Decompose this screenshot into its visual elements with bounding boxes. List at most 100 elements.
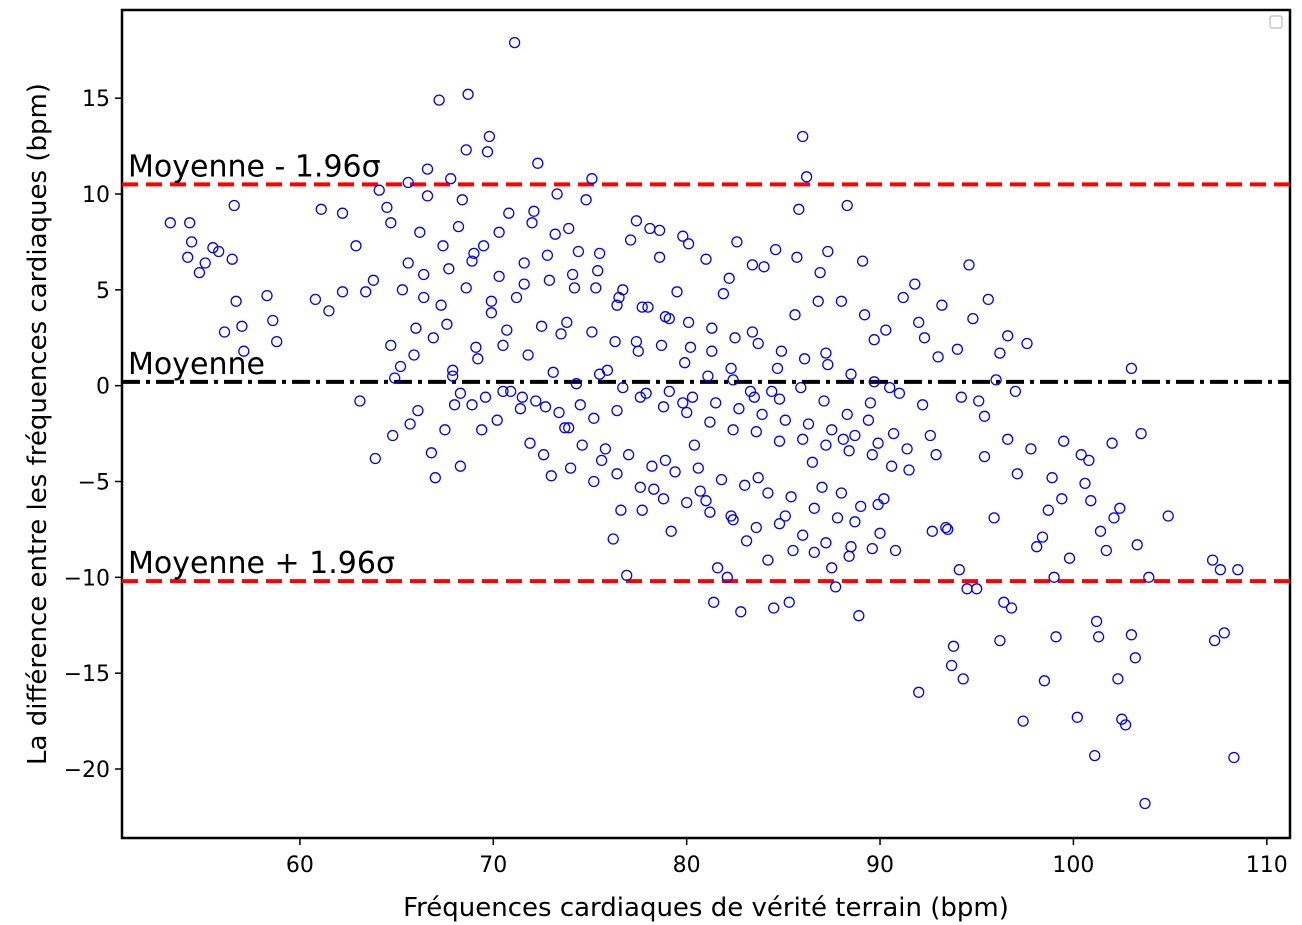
data-point-154 (978, 450, 991, 463)
data-point-293 (576, 439, 588, 451)
data-point-10 (226, 253, 238, 265)
data-point-290 (505, 385, 517, 398)
data-point-298 (692, 462, 704, 474)
data-point-187 (1162, 510, 1174, 522)
data-point-62 (508, 36, 521, 49)
data-point-157 (994, 347, 1006, 359)
data-point-268 (887, 427, 900, 440)
data-point-303 (808, 502, 820, 514)
data-point-82 (607, 533, 619, 545)
data-point-15 (271, 335, 283, 348)
data-point-97 (688, 439, 701, 451)
data-point-350 (1085, 495, 1097, 507)
data-point-316 (636, 301, 648, 313)
data-point-211 (766, 385, 778, 398)
data-point-310 (493, 270, 505, 283)
data-point-236 (611, 404, 623, 417)
data-point-359 (835, 295, 848, 307)
data-point-52 (462, 88, 474, 100)
data-point-354 (1009, 385, 1022, 398)
data-point-299 (715, 473, 728, 486)
data-point-348 (1046, 472, 1058, 484)
data-point-255 (586, 326, 598, 338)
x-tick-label-3: 90 (866, 853, 894, 878)
data-point-36 (404, 418, 416, 430)
data-point-86 (624, 234, 637, 246)
data-point-221 (549, 228, 561, 240)
data-point-39 (421, 163, 434, 175)
data-point-140 (913, 686, 925, 698)
data-point-302 (785, 491, 797, 503)
data-point-320 (729, 332, 741, 344)
data-point-78 (586, 173, 598, 185)
data-point-224 (477, 240, 490, 252)
data-point-301 (762, 487, 774, 499)
data-point-72 (555, 328, 567, 340)
data-point-305 (855, 500, 867, 513)
data-point-200 (971, 583, 983, 595)
data-point-201 (940, 521, 952, 534)
data-point-185 (1139, 797, 1151, 810)
data-point-183 (1129, 652, 1141, 664)
data-point-50 (454, 460, 467, 472)
data-point-162 (1017, 715, 1029, 727)
data-point-184 (1135, 427, 1147, 440)
data-point-58 (485, 295, 498, 307)
data-point-161 (1011, 468, 1023, 480)
data-point-141 (918, 332, 931, 344)
data-point-138 (903, 464, 915, 476)
data-point-226 (421, 190, 434, 202)
data-point-208 (820, 347, 832, 359)
data-point-46 (445, 173, 457, 185)
data-point-318 (682, 316, 695, 329)
data-point-263 (771, 362, 784, 375)
data-point-115 (783, 596, 795, 608)
data-point-366 (677, 230, 689, 242)
data-point-331 (611, 468, 623, 480)
data-point-207 (837, 433, 849, 445)
data-point-362 (769, 243, 782, 256)
data-point-11 (228, 199, 240, 212)
data-point-269 (447, 364, 459, 376)
data-point-131 (862, 414, 875, 426)
data-point-258 (655, 339, 668, 352)
data-point-147 (945, 659, 958, 672)
data-point-14 (261, 289, 273, 302)
data-point-334 (681, 496, 693, 509)
data-point-249 (435, 299, 447, 311)
data-point-139 (909, 278, 921, 290)
data-point-326 (868, 376, 880, 388)
data-point-223 (503, 207, 515, 219)
data-point-352 (1131, 539, 1143, 551)
data-point-112 (768, 602, 780, 614)
data-point-106 (735, 606, 747, 618)
data-point-124 (826, 562, 838, 574)
data-point-357 (880, 324, 892, 336)
data-point-179 (1116, 713, 1128, 725)
data-point-218 (617, 284, 629, 296)
data-point-13 (238, 345, 250, 357)
data-point-250 (460, 282, 472, 294)
data-point-202 (926, 525, 938, 537)
data-point-313 (566, 268, 579, 281)
data-point-121 (812, 295, 824, 307)
data-point-271 (497, 339, 509, 352)
x-axis-ticks: 60 70 80 90 100 110 (286, 838, 1288, 878)
data-point-253 (535, 320, 548, 332)
data-point-143 (930, 449, 942, 461)
data-point-77 (580, 194, 592, 206)
data-point-363 (746, 259, 759, 271)
data-point-57 (483, 130, 496, 143)
x-tick-label-0: 60 (286, 853, 314, 878)
data-point-37 (414, 226, 426, 238)
data-point-146 (947, 640, 960, 652)
data-point-150 (961, 583, 973, 595)
data-point-148 (953, 564, 965, 576)
y-tick-label-6: −15 (64, 662, 110, 687)
data-point-170 (1071, 711, 1083, 723)
data-point-204 (885, 460, 898, 472)
data-point-257 (632, 345, 644, 357)
data-point-186 (1143, 571, 1155, 583)
data-point-64 (518, 278, 530, 290)
data-point-34 (402, 257, 414, 269)
